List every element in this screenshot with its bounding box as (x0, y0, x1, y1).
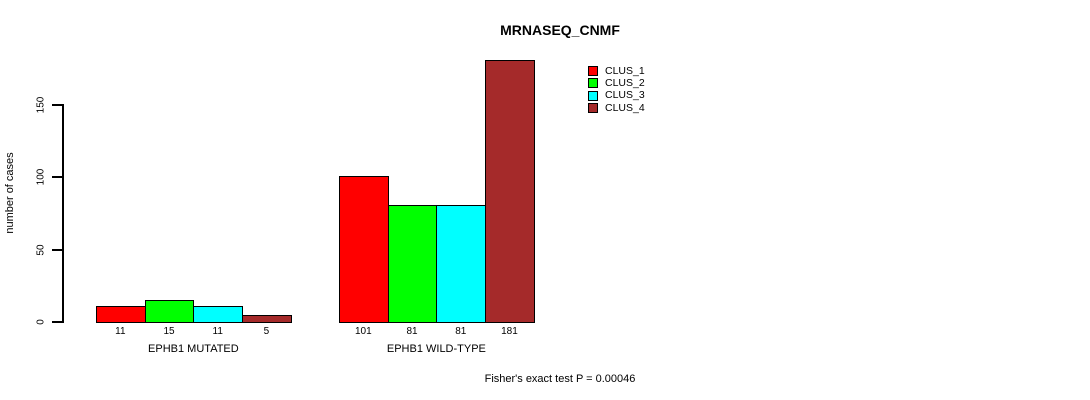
chart-title: MRNASEQ_CNMF (500, 22, 620, 38)
legend-swatch-clus_2 (588, 78, 598, 89)
bar-value-label: 181 (501, 326, 518, 337)
bar-value-label: 5 (263, 326, 270, 337)
bar-clus_3-1 (193, 306, 244, 323)
bar-clus_2-1 (144, 300, 195, 323)
category-label-1: EPHB1 MUTATED (148, 343, 239, 355)
bar-value-label: 15 (163, 326, 175, 337)
legend-swatch-clus_1 (588, 66, 598, 76)
bar-clus_1-2 (339, 175, 389, 323)
y-tick-label: 50 (35, 244, 47, 256)
y-tick (52, 104, 62, 106)
legend-label-clus_2: CLUS_2 (605, 76, 645, 89)
bar-clus_1-1 (96, 306, 146, 323)
y-tick-label: 0 (35, 319, 47, 325)
y-axis-line (62, 104, 64, 323)
bar-clus_4-1 (242, 314, 292, 323)
bar-clus_4-2 (485, 60, 535, 323)
bar-value-label: 81 (455, 326, 467, 337)
bar-clus_2-2 (387, 204, 438, 323)
legend-label-clus_3: CLUS_3 (605, 89, 645, 102)
bar-value-label: 101 (355, 326, 372, 337)
bar-value-label: 11 (115, 326, 126, 337)
legend-swatch-clus_3 (588, 90, 598, 101)
bar-clus_3-2 (436, 204, 487, 323)
legend-label-clus_1: CLUS_1 (605, 64, 645, 77)
y-tick (52, 321, 62, 323)
legend-swatch-clus_4 (588, 103, 598, 114)
legend-label-clus_4: CLUS_4 (605, 101, 645, 114)
annotation-text: Fisher's exact test P = 0.00046 (484, 373, 636, 385)
y-tick-label: 150 (35, 96, 47, 114)
category-label-2: EPHB1 WILD-TYPE (386, 343, 486, 355)
bar-value-label: 11 (212, 326, 223, 337)
y-tick-label: 100 (35, 168, 47, 186)
bar-value-label: 81 (406, 326, 418, 337)
y-axis-label: number of cases (4, 152, 16, 234)
y-tick (52, 176, 62, 179)
y-tick (52, 248, 62, 251)
